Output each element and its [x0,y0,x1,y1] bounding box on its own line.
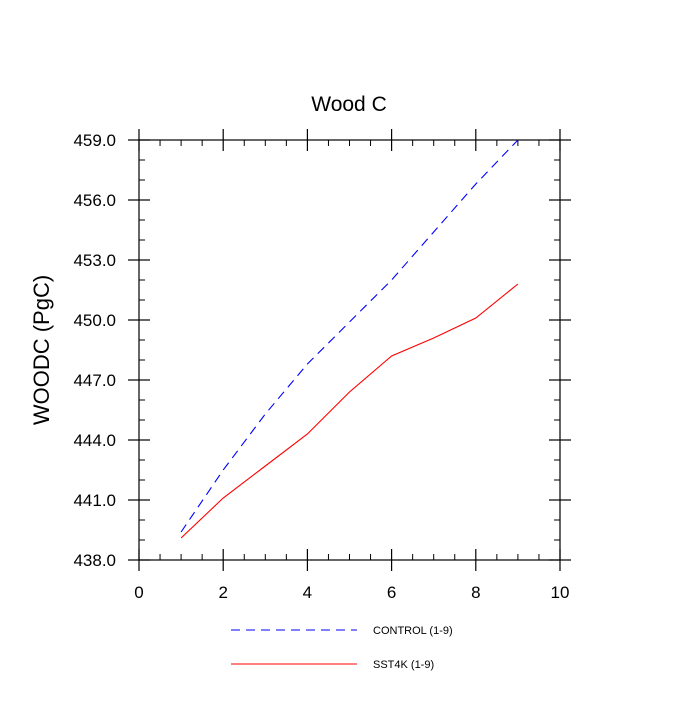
y-tick-label: 456.0 [73,191,116,210]
x-tick-label: 0 [134,583,143,602]
series-lines [180,139,519,539]
x-tick-label: 2 [218,583,227,602]
legend-label: CONTROL (1-9) [373,625,453,637]
y-tick-label: 450.0 [73,311,116,330]
series-line-control [180,139,519,533]
y-tick-label: 459.0 [73,131,116,150]
y-tick-label: 447.0 [73,371,116,390]
y-axis-label: WOODC (PgC) [29,275,54,425]
y-tick-label: 441.0 [73,491,116,510]
x-tick-label: 10 [551,583,570,602]
legend: CONTROL (1-9) SST4K (1-9) [231,625,453,671]
y-tick-label: 438.0 [73,551,116,570]
chart-title: Wood C [311,93,386,116]
x-tick-label: 8 [471,583,480,602]
legend-label: SST4K (1-9) [373,659,434,671]
x-tick-label: 4 [303,583,312,602]
x-tick-label: 6 [387,583,396,602]
plot-frame [138,139,561,561]
y-tick-label: 444.0 [73,431,116,450]
axis-ticks: 0 2 4 6 8 10 438.0 441.0 444.0 447.0 450.0 453.0 456… [73,129,571,602]
y-tick-label: 453.0 [73,251,116,270]
series-line-sst4k [180,283,519,539]
